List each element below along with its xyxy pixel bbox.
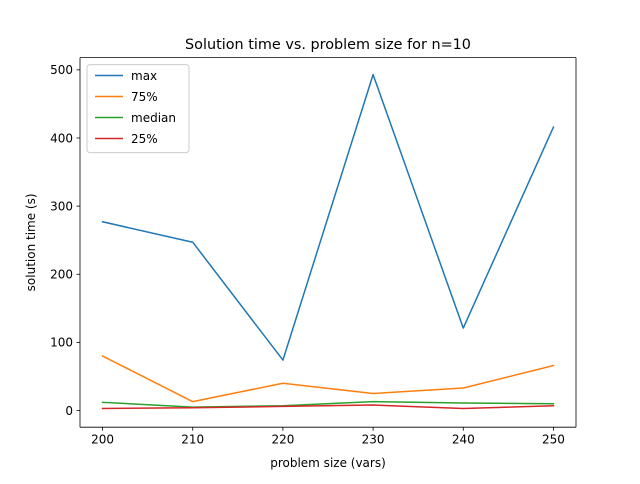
- axes-frame: [79, 57, 577, 428]
- y-tick-label: 100: [50, 336, 73, 350]
- y-tick-label: 0: [65, 404, 73, 418]
- x-tick-label: 230: [362, 433, 385, 447]
- y-tick-label: 200: [50, 268, 73, 282]
- x-axis-label: problem size (vars): [270, 456, 386, 470]
- y-axis-ticks: 0 100 200 300 400 500: [50, 63, 80, 418]
- series-line-75-: [101, 355, 555, 403]
- x-tick-label: 210: [181, 433, 204, 447]
- x-tick-label: 220: [271, 433, 294, 447]
- y-tick-label: 400: [50, 131, 73, 145]
- series-layer: [101, 73, 555, 410]
- legend: max 75% median 25%: [86, 64, 190, 154]
- x-tick-label: 250: [542, 433, 565, 447]
- series-line-median: [101, 400, 555, 408]
- x-axis-ticks: 200 210 220 230 240 250: [91, 427, 565, 447]
- y-axis-label: solution time (s): [24, 193, 38, 291]
- legend-label: 25%: [131, 132, 158, 146]
- series-line-max: [101, 73, 555, 361]
- legend-box: [86, 64, 190, 154]
- y-tick-label: 500: [50, 63, 73, 77]
- series-line-25-: [101, 404, 555, 410]
- legend-label: median: [131, 111, 176, 125]
- x-tick-label: 240: [452, 433, 475, 447]
- x-tick-label: 200: [91, 433, 114, 447]
- y-tick-label: 300: [50, 199, 73, 213]
- chart-title: Solution time vs. problem size for n=10: [185, 37, 471, 53]
- legend-label: max: [131, 69, 157, 83]
- legend-label: 75%: [131, 90, 158, 104]
